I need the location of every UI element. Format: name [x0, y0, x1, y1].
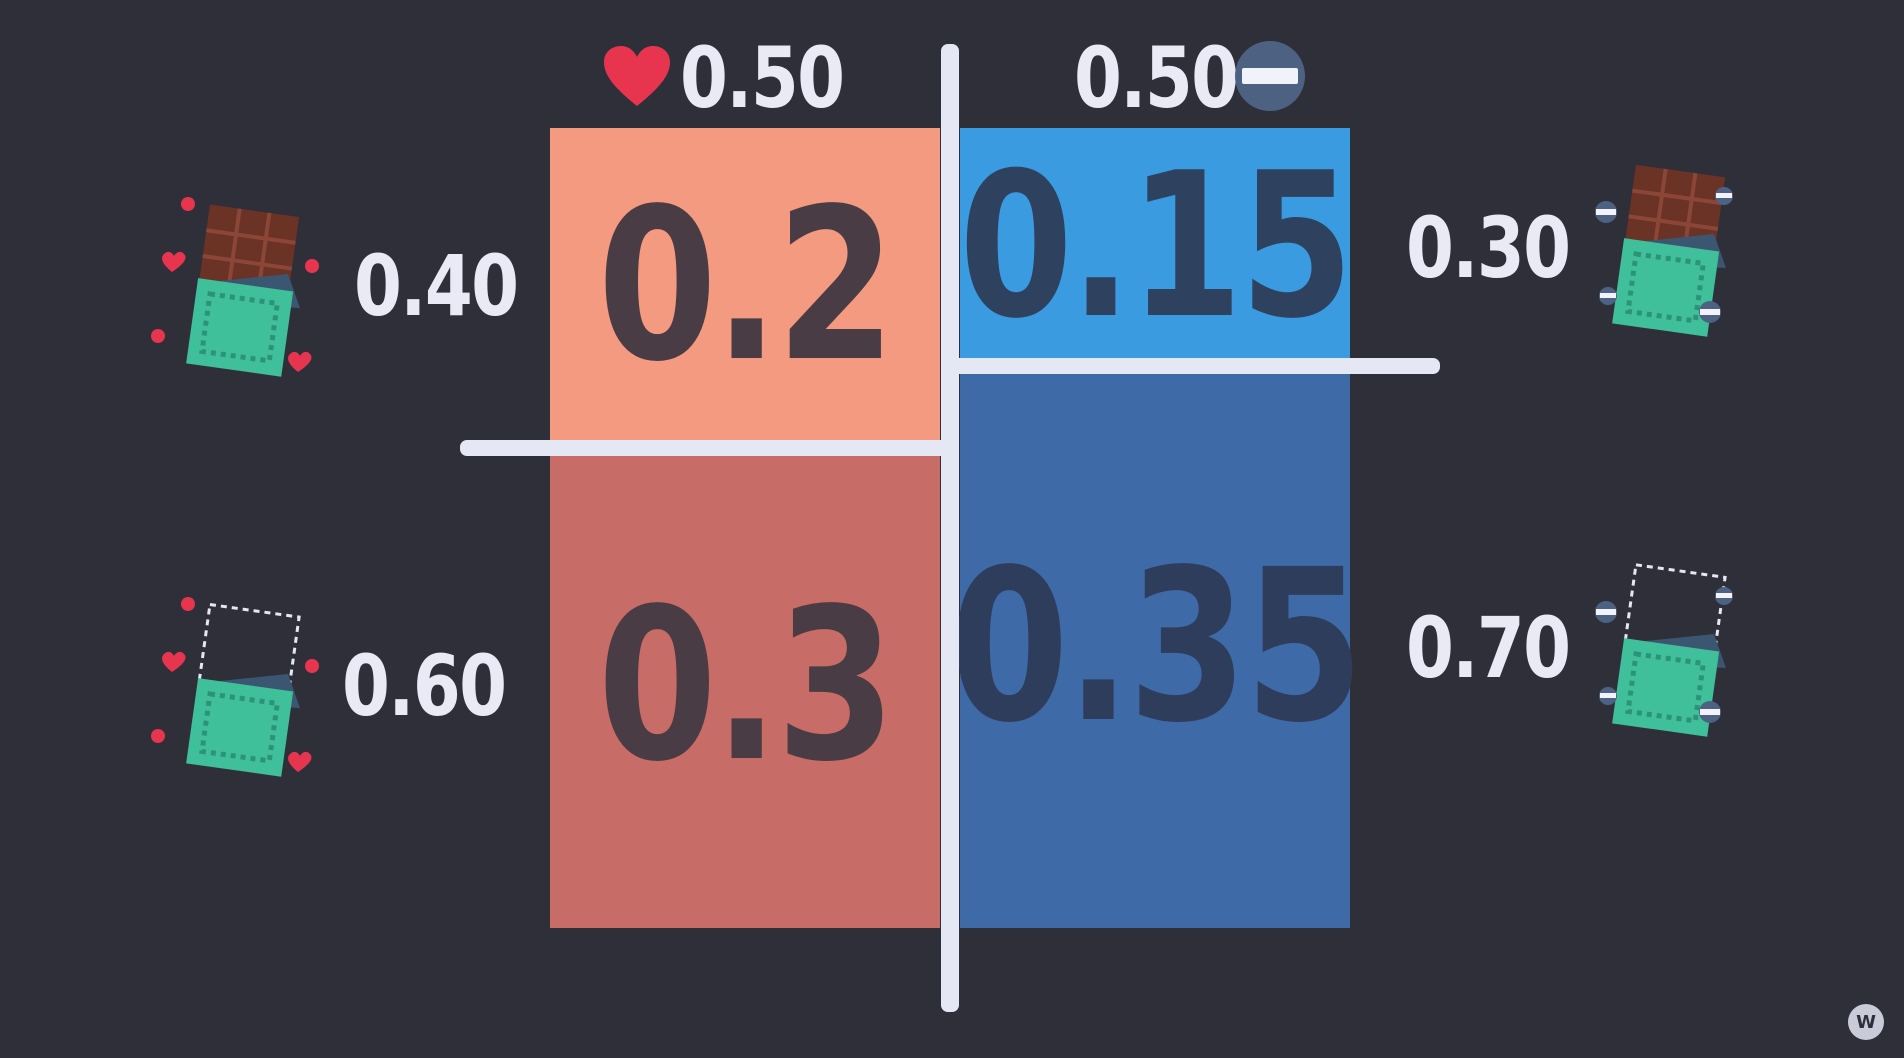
top-right-row-label: 0.30	[1406, 199, 1571, 297]
top-left-row-label: 0.40	[354, 237, 519, 335]
bottom-right-row-label: 0.70	[1406, 599, 1571, 697]
cell-heart-with-chocolate: 0.2	[550, 128, 940, 444]
minus-circle-icon	[1234, 40, 1306, 116]
cell-value: 0.3	[597, 563, 895, 808]
chocolate-with-hearts-icon	[150, 190, 330, 394]
bottom-left-row-label: 0.60	[342, 637, 507, 735]
empty-wrapper-with-hearts-icon	[150, 590, 330, 794]
cell-minus-with-chocolate: 0.15	[959, 128, 1354, 366]
empty-wrapper-with-minus-icon	[1590, 560, 1740, 754]
chocolate-with-minus-icon	[1590, 160, 1740, 354]
cell-value: 0.15	[959, 130, 1354, 363]
cell-value: 0.35	[949, 524, 1364, 769]
cell-minus-without-chocolate: 0.35	[949, 366, 1364, 928]
right-marginal-label: 0.50	[1074, 29, 1239, 127]
cell-heart-without-chocolate: 0.3	[550, 444, 940, 928]
left-horizontal-divider	[460, 440, 950, 456]
right-horizontal-divider	[950, 358, 1440, 374]
heart-icon	[602, 44, 672, 114]
watermark-logo: W	[1848, 1004, 1884, 1040]
left-marginal-label: 0.50	[680, 29, 845, 127]
cell-value: 0.2	[597, 163, 895, 408]
vertical-divider	[941, 44, 959, 1012]
